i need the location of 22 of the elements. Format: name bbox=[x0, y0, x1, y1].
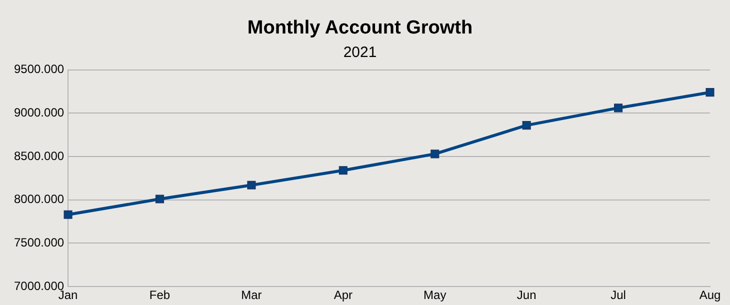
point bbox=[706, 88, 714, 97]
x-tick-label: May bbox=[424, 288, 446, 302]
y-tick-label: 9500.000 bbox=[14, 62, 64, 76]
chart-title: Monthly Account Growth bbox=[247, 18, 473, 39]
y-tick-label: 9000.000 bbox=[14, 105, 64, 120]
point bbox=[155, 194, 164, 204]
x-tick-label: Jun bbox=[516, 288, 536, 302]
x-tick-label: Feb bbox=[149, 288, 170, 302]
chart-subtitle: 2021 bbox=[343, 44, 377, 61]
x-tick-label: Aug bbox=[699, 288, 721, 302]
y-tick-label: 8500.000 bbox=[14, 148, 64, 163]
point bbox=[64, 210, 72, 219]
y-tick-label: 8000.000 bbox=[14, 192, 64, 206]
y-tick-label: 7500.000 bbox=[14, 236, 64, 250]
point bbox=[247, 180, 256, 190]
point bbox=[614, 104, 623, 112]
x-tick-label: Mar bbox=[241, 288, 262, 302]
x-tick-label: Apr bbox=[334, 288, 353, 302]
point bbox=[522, 121, 531, 130]
x-tick-label: Jul bbox=[610, 288, 626, 302]
point bbox=[338, 166, 348, 175]
point bbox=[430, 150, 440, 158]
